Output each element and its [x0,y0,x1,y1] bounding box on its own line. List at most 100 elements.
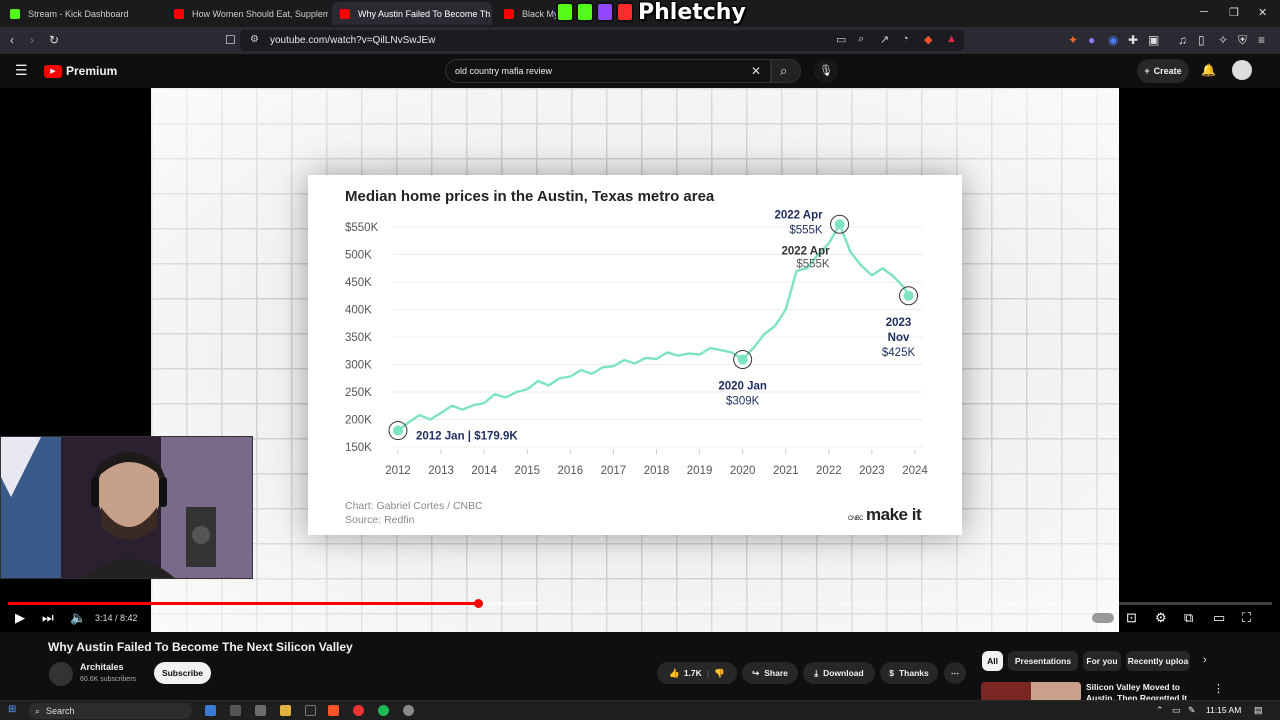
x-tick-label: 2021 [773,465,799,477]
captions-icon[interactable]: ⊡ [1126,610,1137,625]
maximize-icon[interactable]: ❐ [1229,7,1239,19]
rewards-icon[interactable]: ▲ [946,33,957,45]
music-icon[interactable]: ♫ [1178,33,1187,47]
brave-shield-icon[interactable]: ◆ [924,34,933,46]
volume-icon[interactable]: 🔈 [70,610,87,625]
wallet-icon[interactable]: ▣ [1148,33,1160,47]
rss-icon[interactable]: ◔ [902,33,909,45]
address-bar[interactable]: ⚙ youtube.com/watch?v=QilLNvSwJEw ▭ ⌕ ↗ … [240,30,964,51]
notifications-bell-icon[interactable]: 🔔 [1201,63,1216,77]
download-button[interactable]: ⤓ Download [803,662,875,684]
extension-icon[interactable]: ● [1088,33,1096,47]
recommendation-thumbnail[interactable] [981,682,1081,702]
reload-icon[interactable]: ↻ [49,33,60,47]
scrubber-handle[interactable] [474,599,484,608]
create-button[interactable]: + Create [1137,59,1189,83]
thumbs-down-icon[interactable]: 👎 [714,667,725,678]
site-settings-icon[interactable]: ⚙ [250,34,259,45]
subscriber-count: 60.6K subscribers [80,676,137,683]
share-icon[interactable]: ↗ [880,34,890,46]
subscribe-button[interactable]: Subscribe [154,662,211,684]
channel-avatar[interactable] [49,662,73,686]
download-label: Download [823,668,864,678]
brave-browser-icon[interactable] [328,705,339,716]
youtube-logo[interactable]: ▶ Premium [44,64,117,78]
voice-search-button[interactable]: 🎙 [814,59,838,83]
spotify-icon[interactable] [378,705,389,716]
minimize-icon[interactable]: ─ [1200,6,1208,18]
close-tab-icon[interactable]: ✕ [490,8,492,19]
chip-presentations[interactable]: Presentations [1008,651,1078,671]
more-actions-button[interactable]: ⋯ [944,662,966,684]
overlay-brand-text: Phletchy [638,0,746,25]
file-explorer-icon[interactable] [255,705,266,716]
play-icon[interactable]: ▶ [15,610,25,625]
browser-tab[interactable]: Stream - Kick Dashboard [2,2,162,25]
close-window-icon[interactable]: ✕ [1258,7,1268,19]
chip-all[interactable]: All [982,651,1003,671]
taskbar-search[interactable]: ⌕ Search [29,703,192,719]
thanks-button[interactable]: $ Thanks [880,662,938,684]
recommendation-menu-icon[interactable]: ⋮ [1213,683,1224,695]
browser-tab-active[interactable]: Why Austin Failed To Become Th ✕ [332,2,492,25]
notification-center-icon[interactable]: ▤ [1254,705,1263,715]
widgets-icon[interactable] [230,705,241,716]
app-icon[interactable] [403,705,414,716]
zoom-icon[interactable]: ⌕ [858,33,865,45]
extensions-puzzle-icon[interactable]: ✚ [1128,33,1139,47]
extension-icon[interactable]: ◉ [1108,33,1119,47]
sidebar-icon[interactable]: ▯ [1198,33,1205,47]
fullscreen-icon[interactable]: ⛶ [1242,610,1252,625]
recommendation-title[interactable]: Silicon Valley Moved to Austin. Then Reg… [1086,682,1188,702]
data-point [393,425,403,436]
browser-tab[interactable]: Black Myth [496,2,556,25]
forward-icon[interactable]: › [30,33,34,47]
progress-bar[interactable] [8,599,1272,608]
terminal-icon[interactable] [305,705,316,716]
leo-icon[interactable]: ✧ [1218,33,1229,47]
next-icon[interactable]: ⏭ [42,610,54,625]
copilot-icon[interactable] [205,705,216,716]
stream-overlay-logo: Phletchy [556,0,746,25]
tab-label: Black Myth [522,8,556,19]
clear-search-icon[interactable]: ✕ [751,64,762,78]
autoplay-toggle[interactable] [1092,613,1114,623]
network-icon[interactable]: ▭ [1172,705,1181,715]
like-button[interactable]: 👍 1.7K [669,668,702,679]
browser-tab[interactable]: How Women Should Eat, Supplement [166,2,328,25]
menu-icon[interactable]: ≡ [1258,33,1266,47]
obs-icon[interactable] [353,705,364,716]
start-icon[interactable]: ⊞ [8,704,17,715]
extension-icon[interactable]: ✦ [1068,33,1079,47]
chip-recently-uploaded[interactable]: Recently uploa [1126,651,1190,671]
chip-for-you[interactable]: For you [1083,651,1121,671]
folder-icon[interactable] [280,705,291,716]
video-player[interactable]: Median home prices in the Austin, Texas … [0,88,1280,632]
settings-gear-icon[interactable]: ⚙ [1155,610,1167,625]
tray-chevron-icon[interactable]: ⌃ [1156,705,1164,715]
avatar[interactable] [1232,60,1252,80]
screen-icon[interactable]: ▭ [836,34,847,46]
search-button[interactable]: ⌕ [771,59,801,83]
back-icon[interactable]: ‹ [10,33,14,47]
webcam-overlay [0,436,253,579]
theater-mode-icon[interactable]: ▭ [1213,610,1226,625]
data-point [903,290,914,301]
hamburger-menu-icon[interactable]: ☰ [15,62,28,78]
y-tick-label: $550K [345,222,379,234]
pen-icon[interactable]: ✎ [1188,705,1196,715]
search-input[interactable]: old country mafia review ✕ [445,59,771,83]
create-label: Create [1153,66,1182,76]
annotation-label: Nov [888,332,910,344]
share-arrow-icon: ↪ [752,667,760,678]
chevron-right-icon[interactable]: › [1203,654,1207,666]
annotation-label: 2022 Apr [774,209,823,221]
share-button[interactable]: ↪ Share [742,662,798,684]
vpn-icon[interactable]: ⛨ [1238,33,1248,47]
bookmark-icon[interactable]: ☐ [225,33,236,47]
chart-card: Median home prices in the Austin, Texas … [308,175,962,535]
youtube-favicon-icon [174,8,184,19]
channel-name[interactable]: Architales [80,662,124,672]
miniplayer-icon[interactable]: ⧉ [1184,610,1194,625]
y-tick-label: 400K [345,305,372,317]
